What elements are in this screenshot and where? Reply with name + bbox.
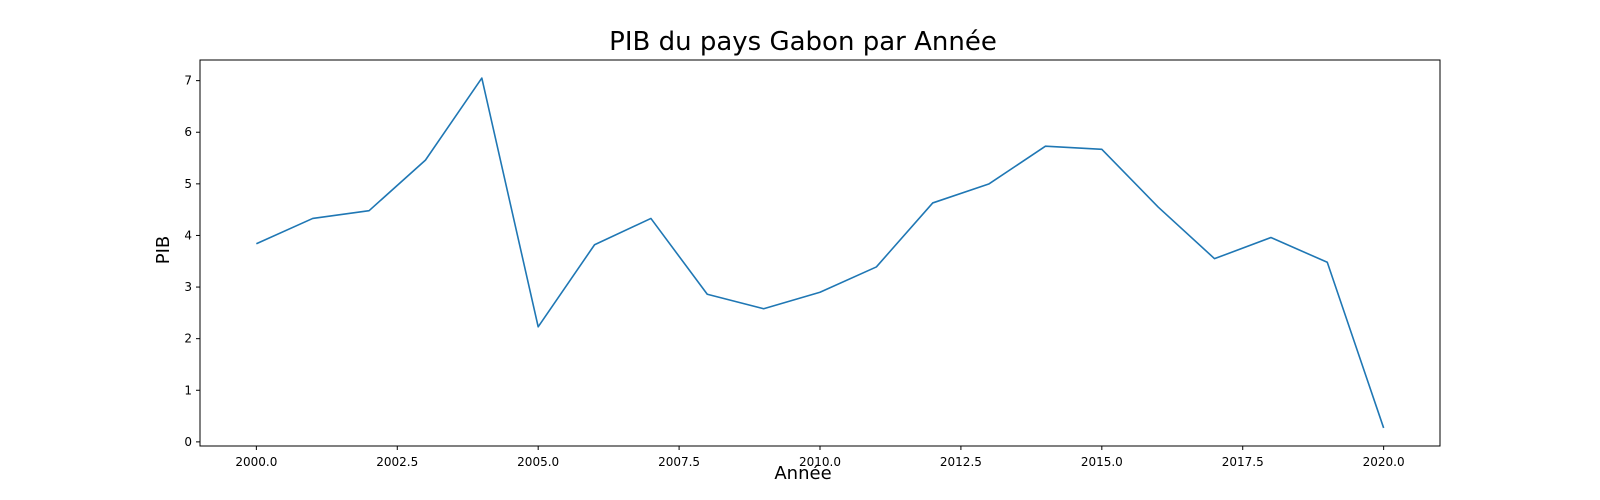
y-axis-ticks: 0 1 2 3 4 5 6 7 bbox=[184, 74, 200, 449]
x-tick-label: 2000.0 bbox=[235, 455, 277, 469]
x-tick-label: 2020.0 bbox=[1363, 455, 1405, 469]
y-tick-label: 2 bbox=[184, 332, 192, 346]
y-tick-label: 3 bbox=[184, 280, 192, 294]
y-tick-label: 1 bbox=[184, 383, 192, 397]
y-tick-label: 5 bbox=[184, 177, 192, 191]
x-tick-label: 2010.0 bbox=[799, 455, 841, 469]
y-tick-label: 0 bbox=[184, 435, 192, 449]
chart-title: PIB du pays Gabon par Année bbox=[609, 27, 997, 57]
x-tick-label: 2015.0 bbox=[1081, 455, 1123, 469]
x-tick-label: 2007.5 bbox=[658, 455, 700, 469]
y-tick-label: 4 bbox=[184, 228, 192, 242]
x-tick-label: 2017.5 bbox=[1222, 455, 1264, 469]
x-axis-ticks: 2000.0 2002.5 2005.0 2007.5 2010.0 2012.5 2015… bbox=[235, 446, 1405, 469]
series-line bbox=[256, 77, 1385, 429]
x-tick-label: 2012.5 bbox=[940, 455, 982, 469]
x-tick-label: 2005.0 bbox=[517, 455, 559, 469]
y-tick-label: 7 bbox=[184, 74, 192, 88]
plot-frame bbox=[199, 59, 1441, 447]
y-tick-label: 6 bbox=[184, 125, 192, 139]
x-axis-title: Année bbox=[774, 463, 831, 484]
plot-content bbox=[256, 77, 1385, 429]
x-tick-label: 2002.5 bbox=[376, 455, 418, 469]
y-axis-title: PIB bbox=[153, 236, 174, 265]
